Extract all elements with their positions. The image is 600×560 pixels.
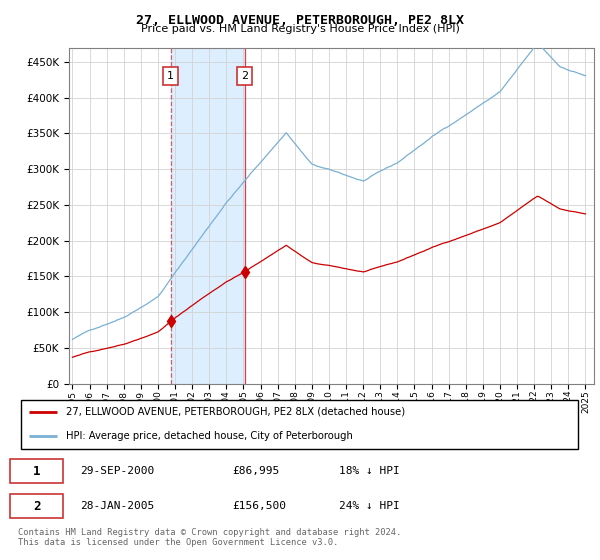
FancyBboxPatch shape [10,459,63,483]
Text: 2: 2 [33,500,40,512]
Text: £86,995: £86,995 [232,466,280,476]
Text: 2: 2 [241,71,248,81]
Text: 28-JAN-2005: 28-JAN-2005 [80,501,154,511]
Text: £156,500: £156,500 [232,501,286,511]
Text: 27, ELLWOOD AVENUE, PETERBOROUGH, PE2 8LX (detached house): 27, ELLWOOD AVENUE, PETERBOROUGH, PE2 8L… [66,407,405,417]
Text: HPI: Average price, detached house, City of Peterborough: HPI: Average price, detached house, City… [66,431,353,441]
Text: 18% ↓ HPI: 18% ↓ HPI [340,466,400,476]
Text: 1: 1 [33,465,40,478]
Text: 24% ↓ HPI: 24% ↓ HPI [340,501,400,511]
Text: Price paid vs. HM Land Registry's House Price Index (HPI): Price paid vs. HM Land Registry's House … [140,24,460,34]
Text: 1: 1 [167,71,174,81]
FancyBboxPatch shape [10,494,63,518]
Text: 27, ELLWOOD AVENUE, PETERBOROUGH, PE2 8LX: 27, ELLWOOD AVENUE, PETERBOROUGH, PE2 8L… [136,14,464,27]
Text: Contains HM Land Registry data © Crown copyright and database right 2024.
This d: Contains HM Land Registry data © Crown c… [18,528,401,547]
Bar [171,48,245,384]
Text: 29-SEP-2000: 29-SEP-2000 [80,466,154,476]
FancyBboxPatch shape [21,400,578,449]
